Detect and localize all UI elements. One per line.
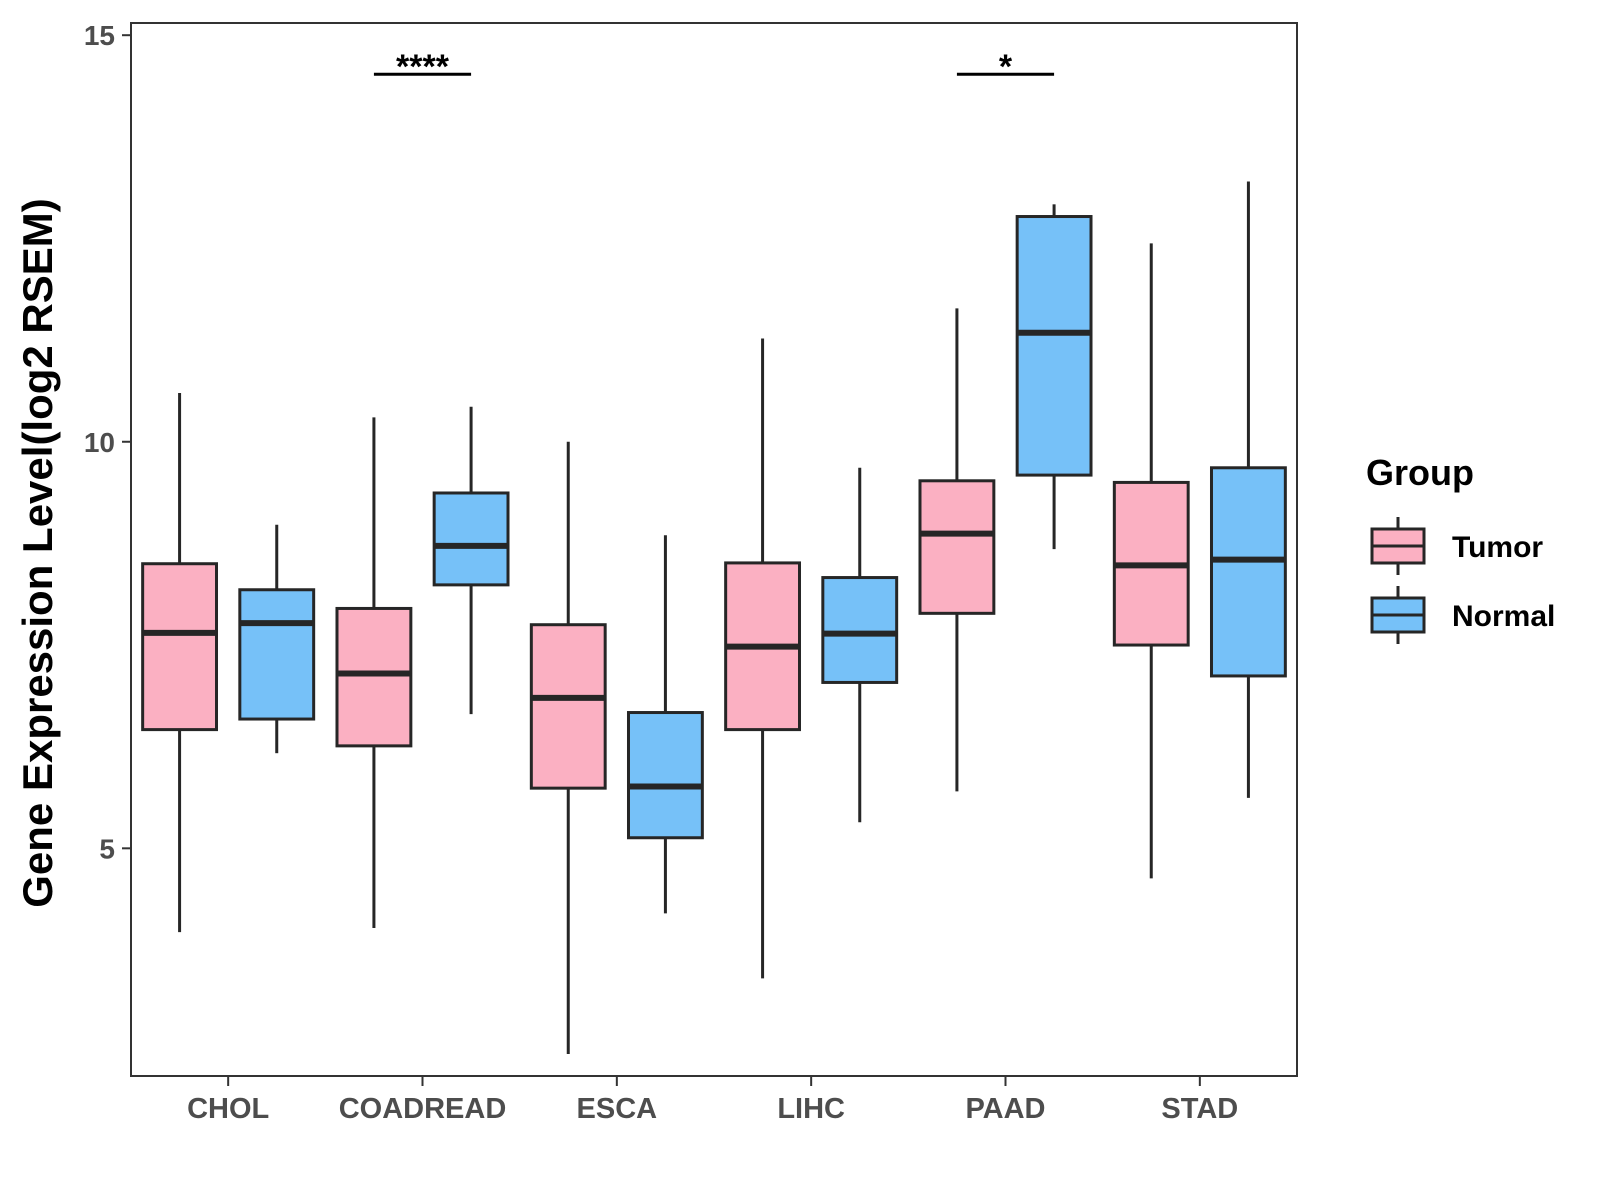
legend-key-tumor — [1370, 517, 1426, 575]
significance-label: * — [999, 48, 1013, 86]
box-iqr — [1209, 466, 1287, 678]
plot-panel — [130, 22, 1298, 1077]
box-iqr — [821, 576, 899, 684]
y-axis-label: Gene Expression Level(log2 RSEM) — [14, 198, 61, 908]
box-iqr — [1015, 215, 1093, 477]
significance-paad: * — [956, 48, 1055, 86]
legend-label-tumor: Tumor — [1452, 531, 1543, 564]
box-normal-stad — [1209, 181, 1287, 798]
x-tick-label: STAD — [1161, 1093, 1238, 1125]
box-tumor-paad — [918, 308, 996, 792]
box-normal-esca — [626, 535, 704, 914]
box-iqr — [529, 623, 607, 790]
box-iqr — [141, 562, 219, 732]
box-iqr — [918, 479, 996, 615]
x-tick-label: LIHC — [777, 1093, 845, 1125]
legend: Group Tumor Normal — [1366, 452, 1555, 644]
legend-label-normal: Normal — [1452, 600, 1555, 633]
box-normal-lihc — [821, 467, 899, 823]
box-iqr — [238, 588, 316, 721]
y-tick-label: 15 — [84, 20, 115, 51]
x-tick-label: ESCA — [577, 1093, 658, 1125]
box-tumor-esca — [529, 441, 607, 1055]
x-tick-label: COADREAD — [339, 1093, 507, 1125]
box-normal-paad — [1015, 204, 1093, 550]
box-iqr — [335, 606, 413, 748]
box-tumor-coadread — [335, 417, 413, 929]
box-normal-coadread — [432, 406, 510, 715]
y-tick-label: 5 — [99, 833, 115, 864]
legend-key-normal — [1370, 586, 1426, 644]
x-tick-label: CHOL — [187, 1093, 269, 1125]
box-tumor-lihc — [724, 338, 802, 979]
significance-label: **** — [396, 48, 450, 86]
box-tumor-stad — [1112, 243, 1190, 879]
box-normal-chol — [238, 524, 316, 754]
box-iqr — [626, 711, 704, 840]
legend-title: Group — [1366, 452, 1474, 493]
y-tick-label: 10 — [84, 427, 115, 458]
significance-coadread: **** — [373, 48, 472, 86]
box-tumor-chol — [141, 392, 219, 933]
x-tick-label: PAAD — [965, 1093, 1045, 1125]
box-iqr — [432, 491, 510, 587]
